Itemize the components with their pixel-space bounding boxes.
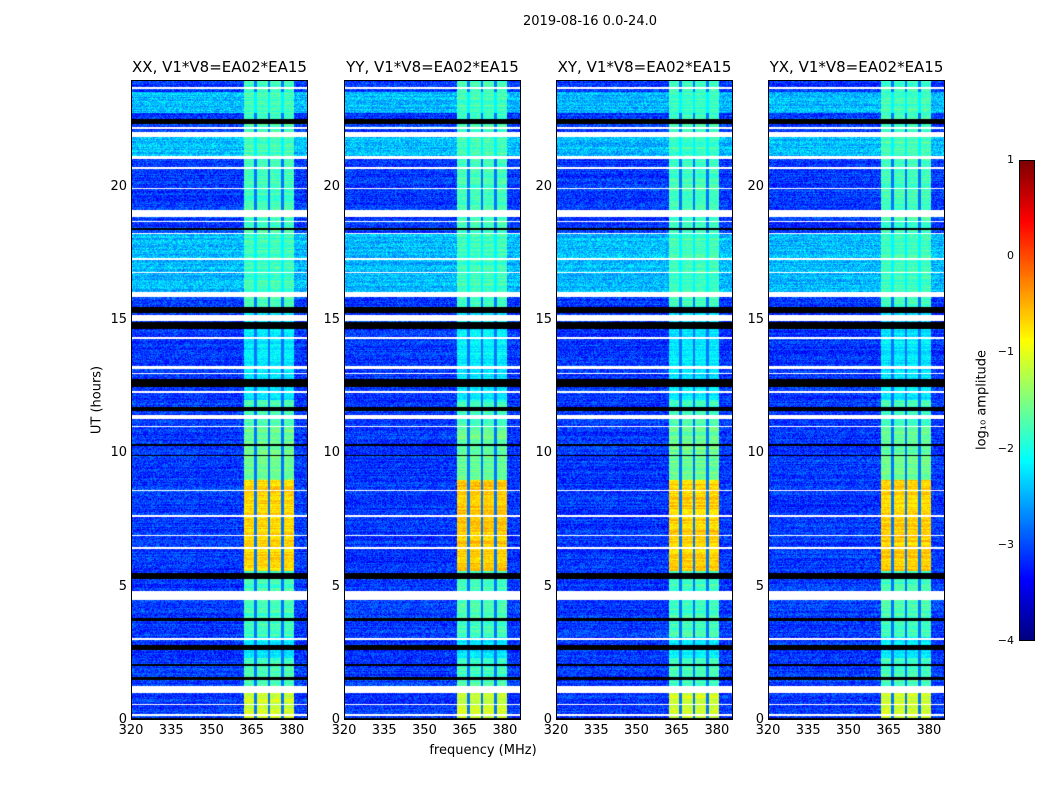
y-tick-label: 15 — [323, 312, 340, 327]
colorbar-tick-label: −2 — [997, 441, 1014, 455]
x-tick-label: 365 — [452, 723, 478, 738]
x-tick-label: 320 — [331, 723, 357, 738]
y-tick-label: 15 — [747, 312, 764, 327]
y-tick-label: 5 — [543, 578, 552, 594]
x-tick-label: 335 — [583, 723, 609, 738]
y-tick-label: 20 — [323, 178, 340, 194]
y-tick-label: 15 — [535, 312, 552, 327]
panel-title: YY, V1*V8=EA02*EA15 — [346, 58, 519, 76]
y-tick-label: 5 — [755, 578, 764, 594]
x-tick-label: 350 — [624, 723, 649, 738]
waterfall-panel — [768, 80, 945, 720]
colorbar-gradient — [1020, 161, 1034, 640]
heatmap-image — [132, 81, 307, 719]
x-tick-label: 380 — [492, 723, 518, 738]
x-tick-label: 380 — [916, 723, 942, 738]
colorbar-tick-label: −4 — [997, 634, 1014, 647]
panel-title: YX, V1*V8=EA02*EA15 — [769, 58, 944, 76]
y-tick-label: 10 — [747, 445, 764, 461]
y-tick-label: 5 — [331, 578, 340, 594]
colorbar-tick-label: 1 — [1007, 153, 1014, 166]
x-tick-label: 350 — [836, 723, 861, 738]
figure-title: 2019-08-16 0.0-24.0 — [523, 14, 657, 29]
x-tick-label: 320 — [755, 723, 781, 738]
y-tick-label: 20 — [535, 178, 552, 194]
x-axis-label: frequency (MHz) — [429, 743, 537, 758]
y-axis-label: UT (hours) — [89, 365, 105, 435]
x-tick-label: 335 — [158, 723, 184, 738]
y-tick-label: 0 — [331, 712, 340, 727]
waterfall-panel — [556, 80, 733, 720]
x-tick-label: 365 — [664, 723, 690, 738]
x-tick-label: 380 — [279, 723, 305, 738]
y-tick-label: 5 — [118, 578, 127, 594]
y-tick-label: 15 — [110, 312, 127, 327]
x-tick-label: 335 — [371, 723, 397, 738]
x-tick-label: 380 — [704, 723, 730, 738]
panel-title: XX, V1*V8=EA02*EA15 — [132, 58, 307, 76]
colorbar — [1019, 160, 1035, 641]
heatmap-image — [345, 81, 520, 719]
y-tick-label: 10 — [110, 445, 127, 461]
x-tick-label: 320 — [543, 723, 569, 738]
x-tick-label: 320 — [118, 723, 144, 738]
y-tick-label: 10 — [323, 445, 340, 461]
colorbar-tick-label: −3 — [997, 537, 1014, 551]
x-tick-label: 350 — [199, 723, 224, 738]
y-tick-label: 10 — [535, 445, 552, 461]
y-tick-label: 20 — [747, 178, 764, 194]
colorbar-tick-label: 0 — [1007, 249, 1014, 263]
y-tick-label: 0 — [755, 712, 764, 727]
colorbar-label: log₁₀ amplitude — [974, 349, 990, 451]
x-tick-label: 365 — [239, 723, 265, 738]
heatmap-image — [557, 81, 732, 719]
waterfall-panel — [344, 80, 521, 720]
x-tick-label: 335 — [795, 723, 821, 738]
y-tick-label: 0 — [118, 712, 127, 727]
y-tick-label: 0 — [543, 712, 552, 727]
heatmap-image — [769, 81, 944, 719]
x-tick-label: 365 — [876, 723, 902, 738]
y-tick-label: 20 — [110, 178, 127, 194]
colorbar-tick-label: −1 — [997, 345, 1014, 359]
panel-title: XY, V1*V8=EA02*EA15 — [557, 58, 732, 76]
waterfall-panel — [131, 80, 308, 720]
x-tick-label: 350 — [412, 723, 437, 738]
